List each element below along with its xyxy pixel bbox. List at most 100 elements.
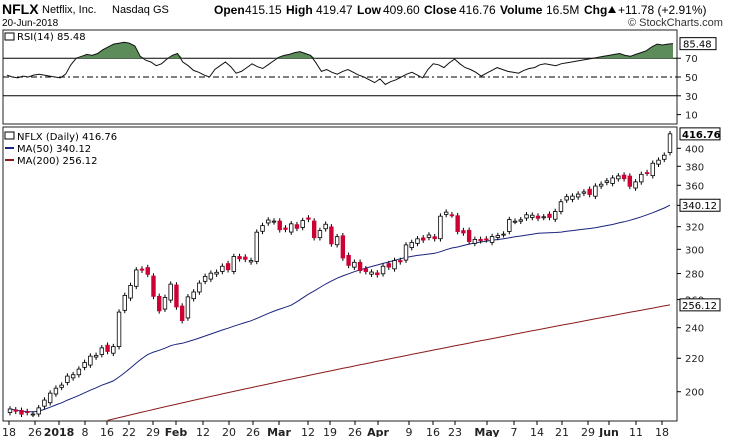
price-y-tick-label: 220 xyxy=(685,354,704,365)
close-value: 416.76 xyxy=(459,3,496,17)
candle-body xyxy=(294,224,300,229)
x-tick-label: 2018 xyxy=(44,426,75,437)
candle-body xyxy=(495,235,501,238)
x-tick-label: 7 xyxy=(511,426,518,437)
chart-date: 20-Jun-2018 xyxy=(2,18,59,29)
rsi-last-value-box xyxy=(679,37,717,51)
x-tick-label: 29 xyxy=(581,426,595,437)
candle-body xyxy=(197,282,202,293)
high-value: 419.47 xyxy=(316,3,353,17)
price-y-tick-label: 380 xyxy=(685,162,704,173)
price-label-box xyxy=(679,298,721,312)
candle-body xyxy=(570,195,575,200)
price-y-tick-label: 400 xyxy=(685,144,704,155)
candle-body xyxy=(225,263,231,271)
candle-body xyxy=(19,409,24,415)
open-value: 415.15 xyxy=(245,3,282,17)
candle-body xyxy=(191,291,196,300)
x-tick-label: Mar xyxy=(267,426,291,437)
candle-body xyxy=(449,214,455,217)
candle-body xyxy=(489,236,495,243)
x-tick-label: 23 xyxy=(448,426,462,437)
candle-body xyxy=(231,256,237,272)
candle-body xyxy=(179,305,185,321)
candle-body xyxy=(346,254,351,266)
candle-body xyxy=(220,265,225,272)
chart-header: NFLX Netflix, Inc. Nasdaq GS 20-Jun-2018… xyxy=(2,1,723,29)
rsi-last-value-label: 85.48 xyxy=(683,40,712,51)
candle-body xyxy=(541,216,546,219)
candle-body xyxy=(375,272,380,276)
candle-body xyxy=(484,238,489,241)
candle-body xyxy=(266,219,271,224)
candle-body xyxy=(415,238,420,244)
candle-body xyxy=(461,230,466,234)
candle-body xyxy=(88,355,93,366)
x-tick-label: 12 xyxy=(301,426,315,437)
open-label: Open xyxy=(214,3,245,17)
candle-body xyxy=(409,242,414,248)
candle-body xyxy=(438,215,443,240)
candle-body xyxy=(357,261,363,271)
candle-body xyxy=(598,183,604,187)
candle-body xyxy=(139,268,145,271)
rsi-line xyxy=(6,41,674,86)
candle-body xyxy=(472,238,478,244)
rsi-panel: RSI(14) 85.48 70 50 30 10 85.48 xyxy=(2,29,717,125)
candle-body xyxy=(260,225,265,232)
candle-body xyxy=(105,344,110,352)
candle-body xyxy=(535,215,541,219)
candle-body xyxy=(518,219,523,222)
candle-body xyxy=(403,244,409,261)
x-tick-label: 14 xyxy=(530,426,544,437)
candle-body xyxy=(47,392,53,404)
up-triangle-icon xyxy=(608,6,616,13)
candle-body xyxy=(421,237,426,241)
candle-body xyxy=(575,193,581,198)
ma200-line xyxy=(107,304,671,421)
candle-body xyxy=(369,271,374,275)
candle-body xyxy=(627,175,633,187)
candle-body xyxy=(581,191,587,194)
rsi-title: RSI(14) 85.48 xyxy=(17,32,86,43)
x-tick-label: 20 xyxy=(222,426,236,437)
rsi-y-tick-label: 30 xyxy=(685,92,698,103)
candle-body xyxy=(13,409,18,412)
x-tick-label: 16 xyxy=(100,426,114,437)
candle-body xyxy=(168,283,173,301)
rsi-y-tick-label: 70 xyxy=(685,54,698,65)
ticker-symbol: NFLX xyxy=(2,1,39,17)
candle-body xyxy=(59,384,64,388)
candle-body xyxy=(644,172,650,174)
candle-body xyxy=(283,227,288,230)
close-label: Close xyxy=(424,3,457,17)
price-label-box xyxy=(679,198,721,212)
x-tick-label: 22 xyxy=(122,426,136,437)
x-tick-label: 18 xyxy=(655,426,669,437)
company-name: Netflix, Inc. xyxy=(42,4,96,16)
candle-body xyxy=(466,229,472,242)
candle-body xyxy=(70,374,76,379)
candle-body xyxy=(53,387,59,395)
candle-body xyxy=(36,407,41,415)
candle-body xyxy=(311,220,317,239)
candle-body xyxy=(547,213,552,218)
x-tick-label: 11 xyxy=(629,426,643,437)
rsi-overbought-fill xyxy=(7,42,673,59)
price-y-tick-label: 240 xyxy=(685,324,704,335)
candle-body xyxy=(558,201,564,212)
candle-body xyxy=(208,272,214,280)
candle-body xyxy=(202,276,208,282)
candle-body xyxy=(317,230,323,239)
candle-body xyxy=(352,261,357,268)
candle-body xyxy=(610,177,615,184)
candle-body xyxy=(656,159,661,165)
candle-body xyxy=(116,311,122,348)
candle-body xyxy=(122,295,127,311)
candle-body xyxy=(214,271,219,275)
candle-body xyxy=(99,347,105,355)
x-tick-label: 18 xyxy=(2,426,16,437)
brand-watermark: © StockCharts.com xyxy=(628,17,723,29)
candle-body xyxy=(162,297,168,310)
